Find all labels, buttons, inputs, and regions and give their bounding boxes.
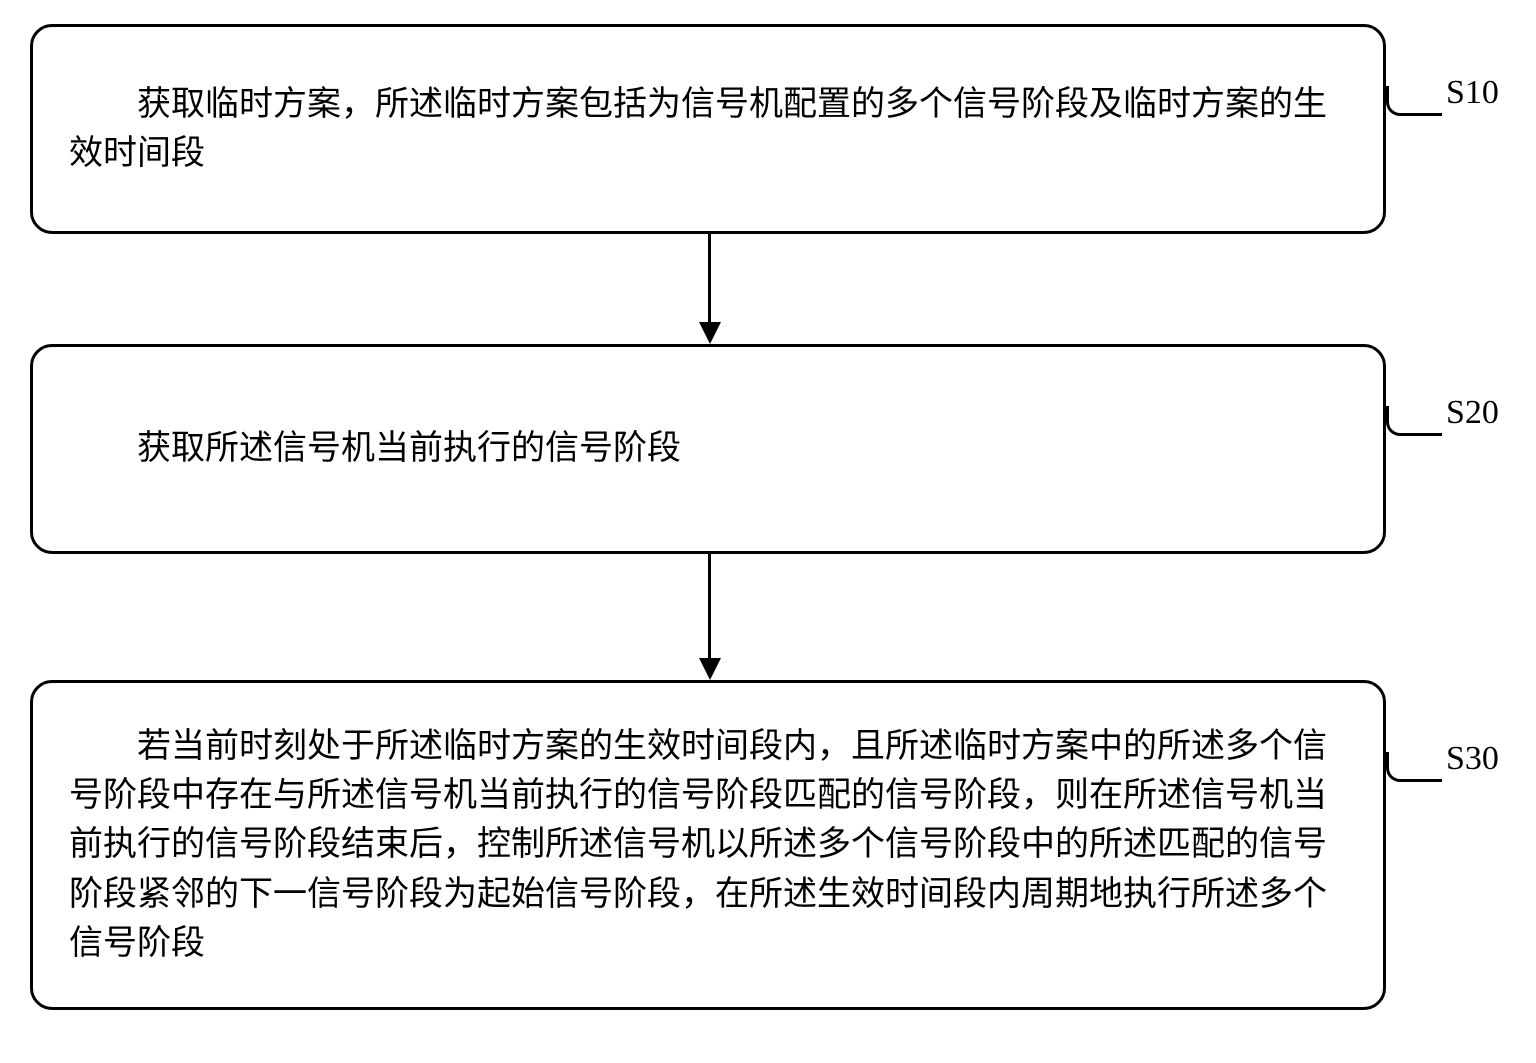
step-label-s30: S30: [1446, 740, 1499, 778]
step-text: 获取所述信号机当前执行的信号阶段: [69, 424, 1347, 473]
step-label-s20: S20: [1446, 394, 1499, 432]
arrow-head-icon: [699, 658, 721, 680]
arrow-shaft: [708, 234, 711, 322]
flowchart-step-s20: 获取所述信号机当前执行的信号阶段: [30, 344, 1386, 554]
flowchart-step-s10: 获取临时方案，所述临时方案包括为信号机配置的多个信号阶段及临时方案的生效时间段: [30, 24, 1386, 234]
arrow-head-icon: [699, 322, 721, 344]
flowchart-step-s30: 若当前时刻处于所述临时方案的生效时间段内，且所述临时方案中的所述多个信号阶段中存…: [30, 680, 1386, 1010]
label-connector: [1386, 406, 1442, 436]
step-label-s10: S10: [1446, 74, 1499, 112]
label-connector: [1386, 86, 1442, 116]
label-connector: [1386, 752, 1442, 782]
step-text: 获取临时方案，所述临时方案包括为信号机配置的多个信号阶段及临时方案的生效时间段: [69, 80, 1347, 179]
step-text: 若当前时刻处于所述临时方案的生效时间段内，且所述临时方案中的所述多个信号阶段中存…: [69, 722, 1347, 968]
arrow-shaft: [708, 554, 711, 658]
flowchart-canvas: 获取临时方案，所述临时方案包括为信号机配置的多个信号阶段及临时方案的生效时间段 …: [0, 0, 1536, 1063]
